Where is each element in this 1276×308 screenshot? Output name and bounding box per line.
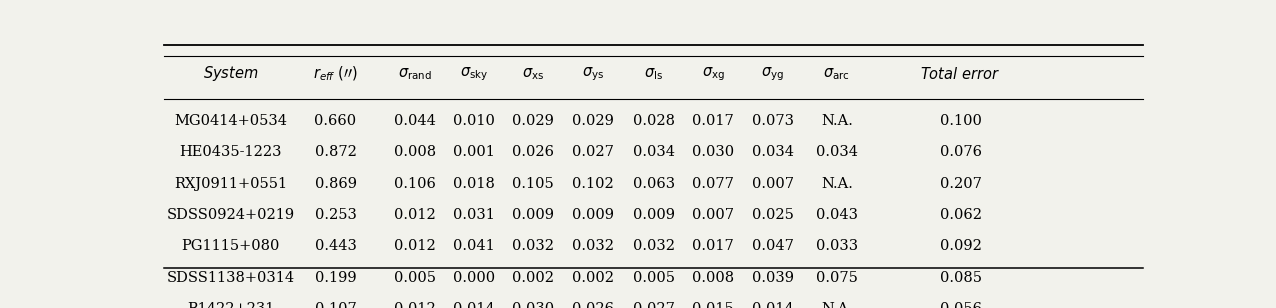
Text: 0.009: 0.009	[512, 208, 554, 222]
Text: 0.077: 0.077	[693, 177, 734, 191]
Text: 0.012: 0.012	[394, 239, 435, 253]
Text: 0.026: 0.026	[572, 302, 614, 308]
Text: $\mathit{System}$: $\mathit{System}$	[203, 64, 259, 83]
Text: 0.031: 0.031	[453, 208, 495, 222]
Text: 0.014: 0.014	[453, 302, 495, 308]
Text: 0.033: 0.033	[815, 239, 857, 253]
Text: 0.032: 0.032	[633, 239, 675, 253]
Text: 0.029: 0.029	[513, 114, 554, 128]
Text: SDSS0924+0219: SDSS0924+0219	[167, 208, 295, 222]
Text: 0.207: 0.207	[939, 177, 981, 191]
Text: 0.056: 0.056	[939, 302, 981, 308]
Text: 0.030: 0.030	[512, 302, 554, 308]
Text: 0.105: 0.105	[513, 177, 554, 191]
Text: 0.027: 0.027	[572, 145, 614, 160]
Text: 0.034: 0.034	[815, 145, 857, 160]
Text: 0.660: 0.660	[314, 114, 356, 128]
Text: $\sigma_{\mathrm{rand}}$: $\sigma_{\mathrm{rand}}$	[398, 66, 431, 82]
Text: 0.100: 0.100	[939, 114, 981, 128]
Text: 0.032: 0.032	[572, 239, 614, 253]
Text: 0.007: 0.007	[752, 177, 794, 191]
Text: 0.253: 0.253	[315, 208, 356, 222]
Text: 0.027: 0.027	[633, 302, 675, 308]
Text: 0.014: 0.014	[752, 302, 794, 308]
Text: 0.044: 0.044	[394, 114, 435, 128]
Text: 0.025: 0.025	[752, 208, 794, 222]
Text: 0.041: 0.041	[453, 239, 495, 253]
Text: HE0435-1223: HE0435-1223	[180, 145, 282, 160]
Text: 0.007: 0.007	[693, 208, 734, 222]
Text: SDSS1138+0314: SDSS1138+0314	[167, 271, 295, 285]
Text: 0.107: 0.107	[315, 302, 356, 308]
Text: 0.443: 0.443	[315, 239, 356, 253]
Text: 0.015: 0.015	[693, 302, 734, 308]
Text: 0.076: 0.076	[939, 145, 981, 160]
Text: $\sigma_{\mathrm{Is}}$: $\sigma_{\mathrm{Is}}$	[644, 66, 664, 82]
Text: 0.869: 0.869	[314, 177, 356, 191]
Text: RXJ0911+0551: RXJ0911+0551	[174, 177, 287, 191]
Text: 0.043: 0.043	[815, 208, 857, 222]
Text: $\sigma_{\mathrm{sky}}$: $\sigma_{\mathrm{sky}}$	[459, 65, 489, 83]
Text: MG0414+0534: MG0414+0534	[175, 114, 287, 128]
Text: N.A.: N.A.	[820, 177, 852, 191]
Text: 0.063: 0.063	[633, 177, 675, 191]
Text: 0.018: 0.018	[453, 177, 495, 191]
Text: $\sigma_{\mathrm{ys}}$: $\sigma_{\mathrm{ys}}$	[582, 65, 604, 83]
Text: 0.012: 0.012	[394, 208, 435, 222]
Text: 0.008: 0.008	[393, 145, 435, 160]
Text: 0.075: 0.075	[815, 271, 857, 285]
Text: 0.017: 0.017	[693, 114, 734, 128]
Text: $\mathit{r}_{\mathit{eff}}\ (\prime\prime)$: $\mathit{r}_{\mathit{eff}}\ (\prime\prim…	[313, 64, 359, 83]
Text: 0.106: 0.106	[394, 177, 435, 191]
Text: 0.085: 0.085	[939, 271, 981, 285]
Text: 0.199: 0.199	[315, 271, 356, 285]
Text: N.A.: N.A.	[820, 302, 852, 308]
Text: PG1115+080: PG1115+080	[181, 239, 279, 253]
Text: N.A.: N.A.	[820, 114, 852, 128]
Text: 0.009: 0.009	[633, 208, 675, 222]
Text: 0.000: 0.000	[453, 271, 495, 285]
Text: 0.062: 0.062	[939, 208, 981, 222]
Text: 0.032: 0.032	[512, 239, 554, 253]
Text: 0.002: 0.002	[512, 271, 554, 285]
Text: 0.010: 0.010	[453, 114, 495, 128]
Text: $\sigma_{\mathrm{yg}}$: $\sigma_{\mathrm{yg}}$	[762, 65, 783, 83]
Text: $\sigma_{\mathrm{arc}}$: $\sigma_{\mathrm{arc}}$	[823, 66, 850, 82]
Text: 0.012: 0.012	[394, 302, 435, 308]
Text: 0.017: 0.017	[693, 239, 734, 253]
Text: 0.008: 0.008	[692, 271, 735, 285]
Text: 0.047: 0.047	[752, 239, 794, 253]
Text: 0.029: 0.029	[572, 114, 614, 128]
Text: 0.028: 0.028	[633, 114, 675, 128]
Text: 0.009: 0.009	[572, 208, 614, 222]
Text: 0.001: 0.001	[453, 145, 495, 160]
Text: 0.034: 0.034	[752, 145, 794, 160]
Text: 0.005: 0.005	[393, 271, 435, 285]
Text: 0.005: 0.005	[633, 271, 675, 285]
Text: 0.092: 0.092	[939, 239, 981, 253]
Text: $\sigma_{\mathrm{xg}}$: $\sigma_{\mathrm{xg}}$	[702, 65, 725, 83]
Text: 0.034: 0.034	[633, 145, 675, 160]
Text: 0.872: 0.872	[315, 145, 356, 160]
Text: 0.030: 0.030	[692, 145, 735, 160]
Text: B1422+231: B1422+231	[188, 302, 274, 308]
Text: 0.026: 0.026	[512, 145, 554, 160]
Text: 0.002: 0.002	[572, 271, 614, 285]
Text: 0.102: 0.102	[572, 177, 614, 191]
Text: $\sigma_{\mathrm{xs}}$: $\sigma_{\mathrm{xs}}$	[522, 66, 545, 82]
Text: $\mathit{Total\ error}$: $\mathit{Total\ error}$	[920, 66, 1000, 82]
Text: 0.073: 0.073	[752, 114, 794, 128]
Text: 0.039: 0.039	[752, 271, 794, 285]
